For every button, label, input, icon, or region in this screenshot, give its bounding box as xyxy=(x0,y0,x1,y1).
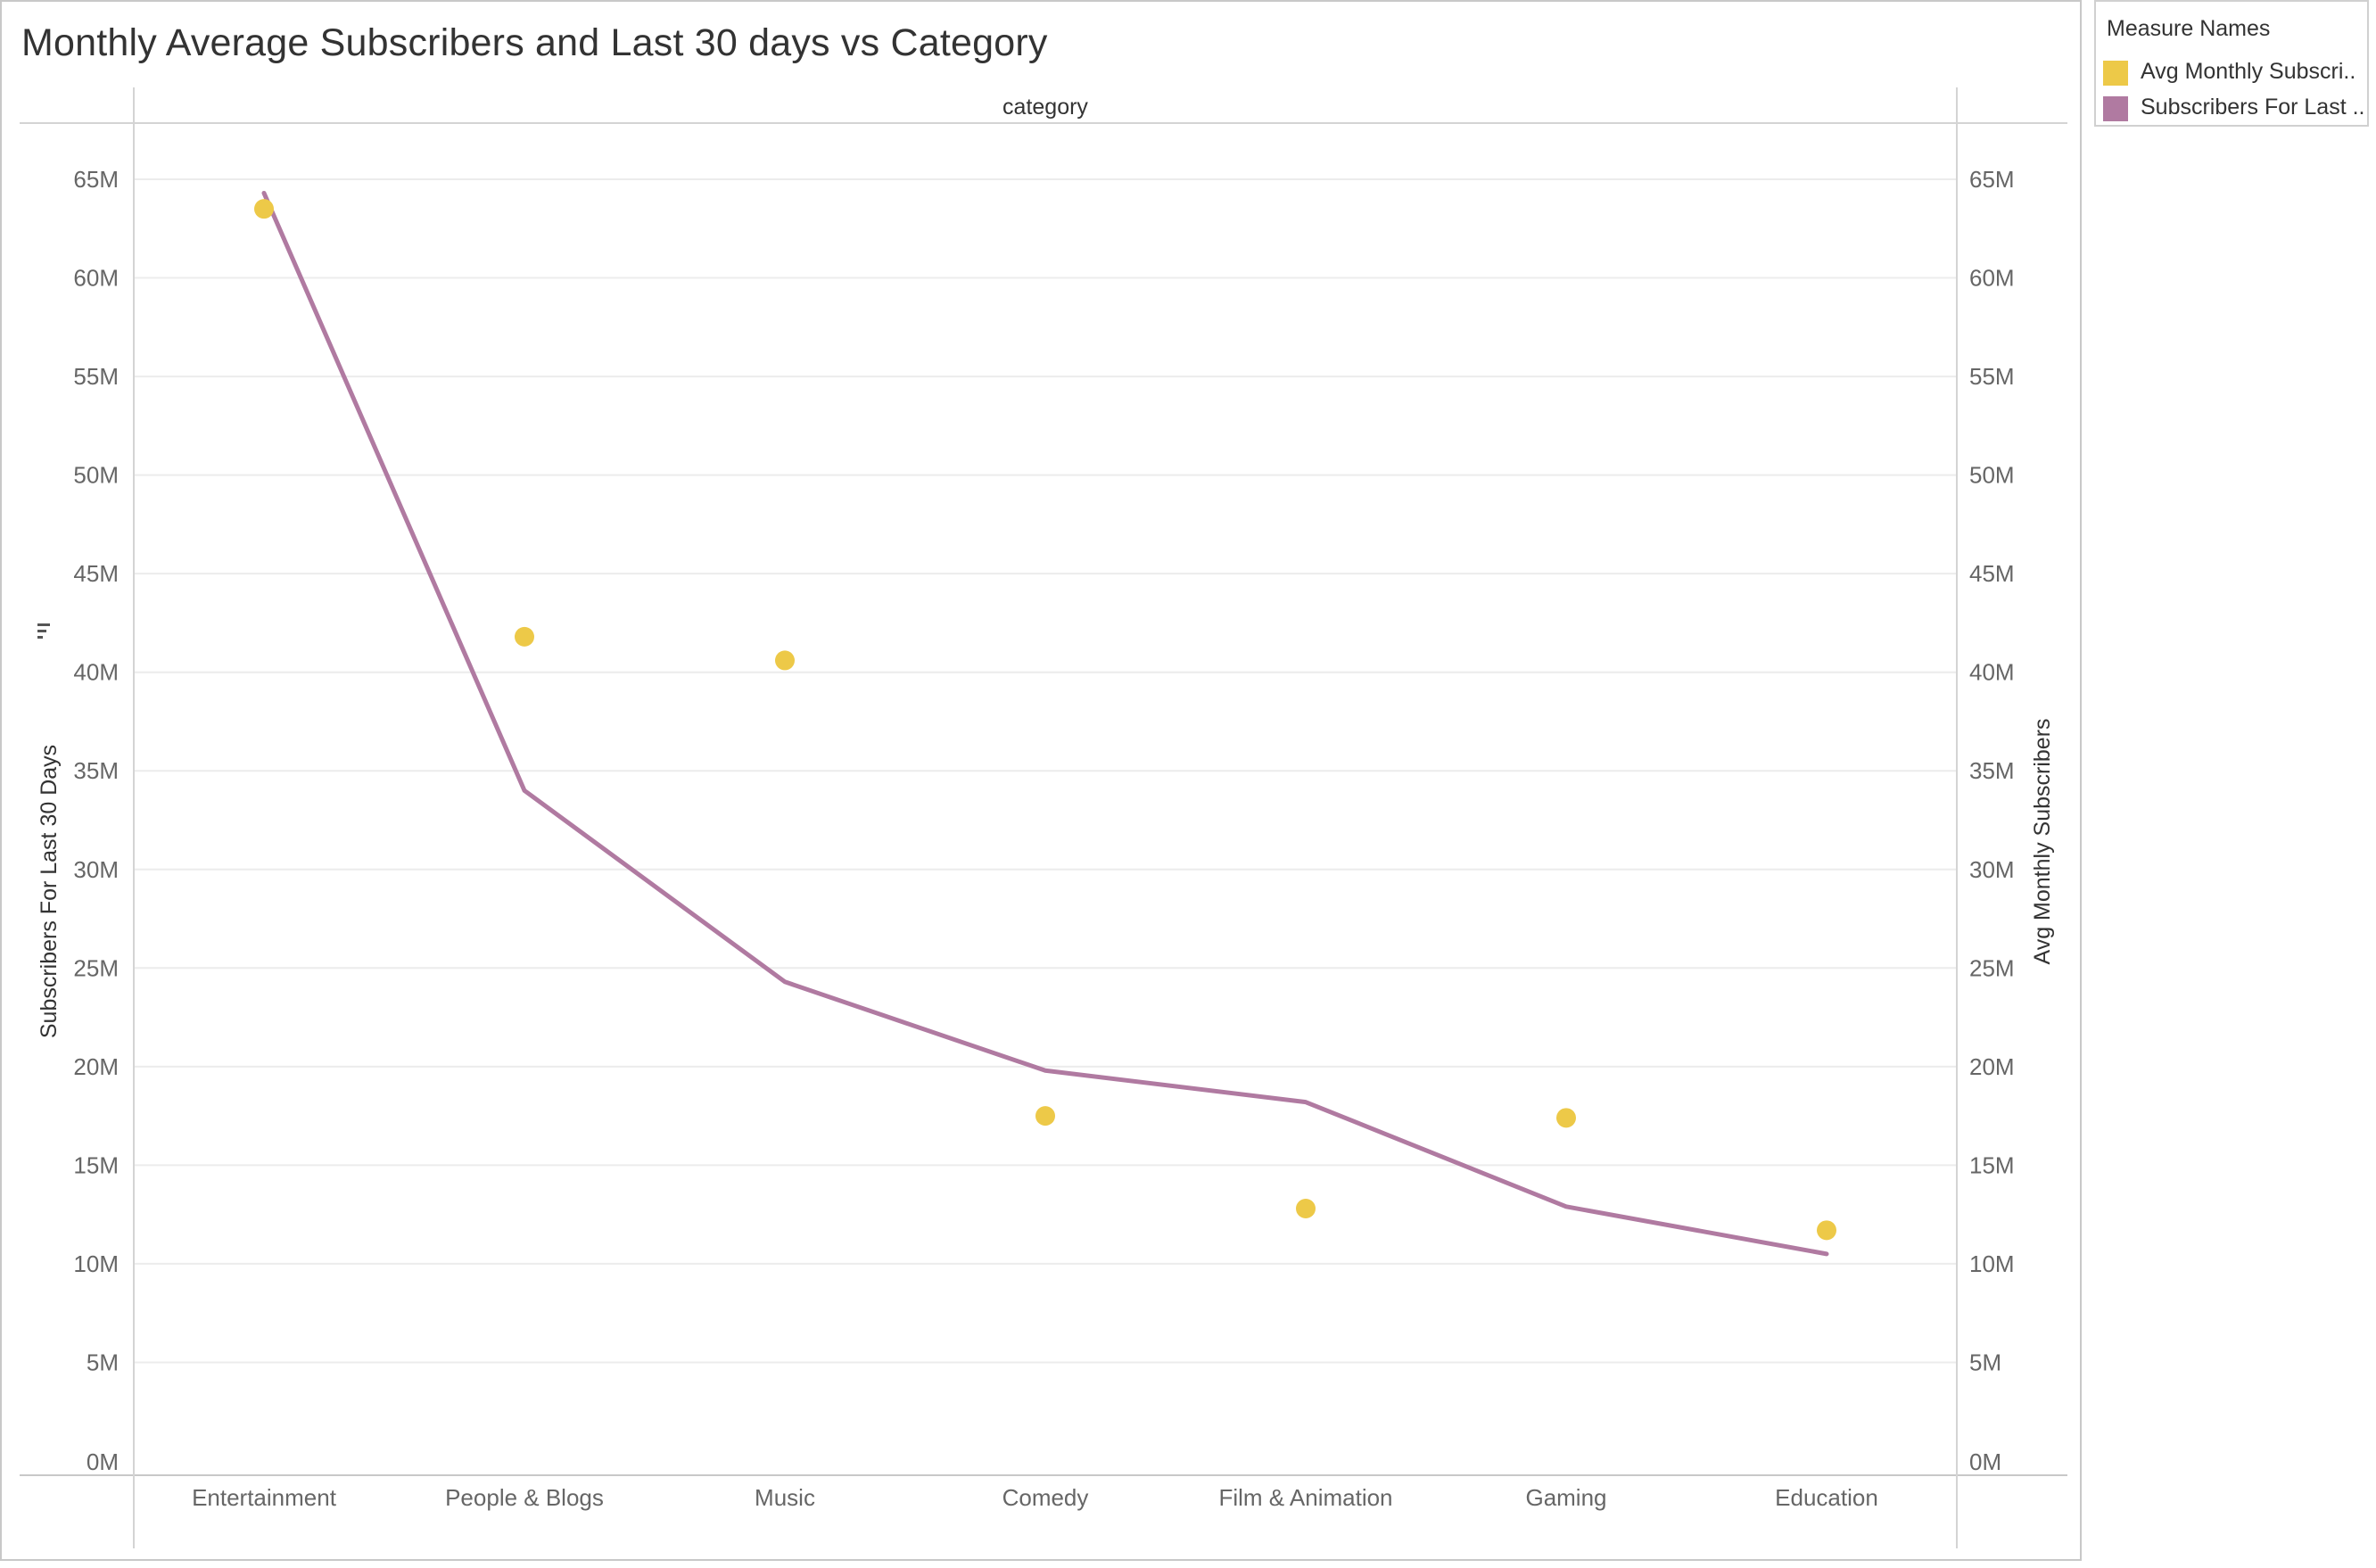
y-left-tick-label: 25M xyxy=(73,954,119,981)
y-left-tick-label: 35M xyxy=(73,757,119,784)
legend-label: Avg Monthly Subscri.. xyxy=(2141,59,2356,84)
y-right-tick-label: 20M xyxy=(1969,1053,2015,1080)
y-left-tick-label: 30M xyxy=(73,856,119,883)
x-tick-label: Entertainment xyxy=(192,1484,337,1511)
y-left-tick-label: 5M xyxy=(87,1349,119,1375)
y-left-tick-label: 0M xyxy=(87,1448,119,1475)
y-right-tick-label: 45M xyxy=(1969,560,2015,587)
chart-panel: Monthly Average Subscribers and Last 30 … xyxy=(0,0,2082,1561)
x-tick-label: Education xyxy=(1775,1484,1878,1511)
y-left-tick-label: 55M xyxy=(73,363,119,390)
data-point-avg-monthly xyxy=(515,626,534,647)
x-tick-label: Comedy xyxy=(1002,1484,1089,1511)
y-right-tick-label: 30M xyxy=(1969,856,2015,883)
x-tick-label: Music xyxy=(755,1484,815,1511)
y-right-tick-label: 50M xyxy=(1969,462,2015,489)
y-right-tick-label: 40M xyxy=(1969,659,2015,686)
y-right-tick-label: 10M xyxy=(1969,1250,2015,1277)
y-right-tick-label: 15M xyxy=(1969,1151,2015,1178)
sort-icon-bar xyxy=(37,623,50,626)
y-left-tick-label: 10M xyxy=(73,1250,119,1277)
sort-descending-icon xyxy=(37,623,50,639)
sort-icon-bar xyxy=(37,636,43,639)
chart-plot: category 0M 5M 10M 15M 20M 25M 30M 35M 40M 45M 50M 5… xyxy=(20,87,2067,1548)
y-right-tick-label: 25M xyxy=(1969,954,2015,981)
legend-label: Subscribers For Last .. xyxy=(2141,95,2364,120)
data-point-avg-monthly xyxy=(1556,1108,1576,1128)
data-point-avg-monthly xyxy=(1817,1220,1836,1241)
y-right-tick-label: 60M xyxy=(1969,265,2015,292)
legend-item-avg-monthly[interactable]: Avg Monthly Subscri.. xyxy=(2103,59,2367,86)
y-left-tick-label: 45M xyxy=(73,560,119,587)
legend-title: Measure Names xyxy=(2107,16,2271,41)
y-left-axis-title: Subscribers For Last 30 Days xyxy=(37,745,62,1038)
x-tick-label: People & Blogs xyxy=(445,1484,604,1511)
series-line-subscribers-last-30-days xyxy=(261,190,1829,1257)
data-point-avg-monthly xyxy=(1035,1106,1055,1126)
legend: Measure Names Avg Monthly Subscri.. Subs… xyxy=(2094,0,2369,127)
y-left-tick-label: 50M xyxy=(73,462,119,489)
column-header: category xyxy=(1002,95,1088,120)
y-right-tick-label: 5M xyxy=(1969,1349,2001,1375)
y-left-tick-label: 65M xyxy=(73,166,119,193)
data-point-avg-monthly xyxy=(254,199,274,219)
data-point-avg-monthly xyxy=(775,650,795,671)
x-tick-label: Film & Animation xyxy=(1218,1484,1392,1511)
y-left-tick-label: 20M xyxy=(73,1053,119,1080)
y-right-tick-label: 65M xyxy=(1969,166,2015,193)
data-point-avg-monthly xyxy=(1296,1199,1316,1219)
y-left-tick-label: 60M xyxy=(73,265,119,292)
y-left-tick-label: 15M xyxy=(73,1151,119,1178)
y-right-tick-label: 0M xyxy=(1969,1448,2001,1475)
y-right-tick-label: 35M xyxy=(1969,757,2015,784)
legend-item-last-30-days[interactable]: Subscribers For Last .. xyxy=(2103,95,2367,121)
y-left-tick-label: 40M xyxy=(73,659,119,686)
x-tick-label: Gaming xyxy=(1525,1484,1606,1511)
legend-swatch xyxy=(2103,96,2128,121)
chart-title: Monthly Average Subscribers and Last 30 … xyxy=(21,21,1048,64)
y-right-axis-title: Avg Monthly Subscribers xyxy=(2030,718,2055,964)
legend-swatch xyxy=(2103,61,2128,86)
y-right-tick-label: 55M xyxy=(1969,363,2015,390)
sort-icon-bar xyxy=(37,630,46,632)
